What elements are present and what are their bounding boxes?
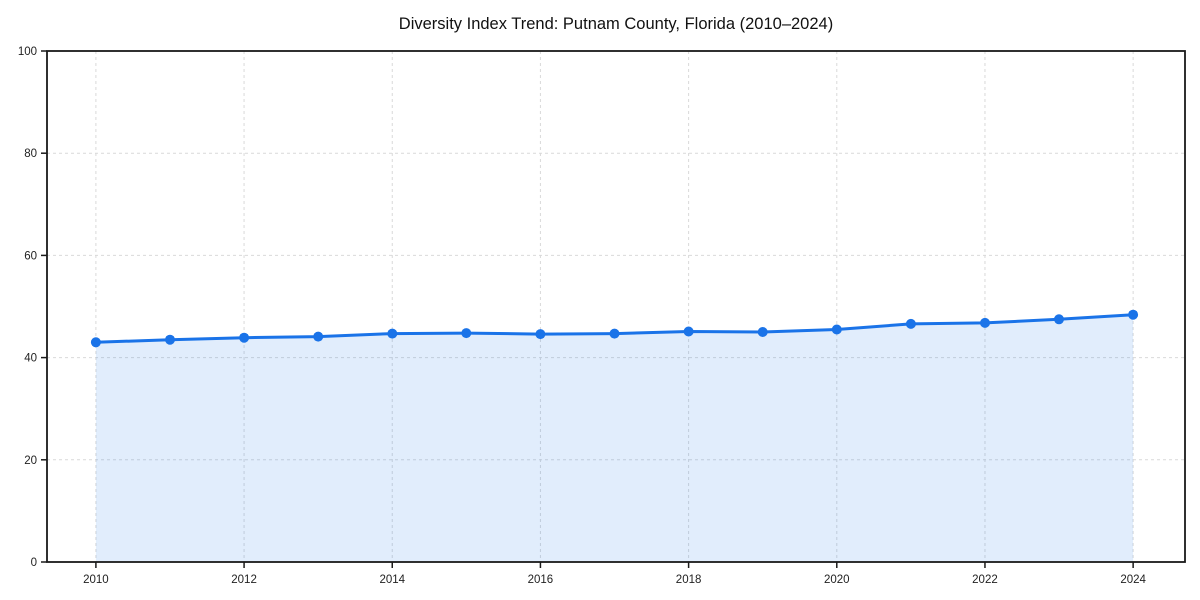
area-fill [95,314,1134,562]
data-point-2021 [905,318,916,329]
chart-title: Diversity Index Trend: Putnam County, Fl… [399,15,833,33]
y-tick-label: 100 [18,46,37,58]
chart-layers: 0 20 40 60 80 100 2010 2012 2014 2016 2018 2020 2022… [18,46,1186,586]
data-point-2014 [387,328,398,339]
data-point-2018 [683,326,694,337]
data-point-2022 [980,317,990,328]
data-point-2020 [831,324,842,335]
data-point-2019 [757,327,768,337]
data-point-2015 [461,328,472,339]
data-point-2023 [1054,314,1064,325]
x-tick-label: 2014 [379,574,405,586]
plot-border [46,50,1186,563]
x-tick-label: 2024 [1120,574,1146,586]
x-tick-label: 2018 [676,574,702,586]
y-tick-label: 40 [24,353,37,365]
data-point-2013 [313,331,324,342]
y-tick-label: 80 [24,148,37,160]
y-tick-label: 60 [24,250,37,262]
data-point-2016 [535,329,546,340]
x-tick-label: 2016 [528,574,554,586]
x-tick-label: 2022 [972,574,998,586]
x-tick-label: 2012 [231,574,257,586]
data-point-2011 [165,334,175,345]
data-point-2012 [239,332,250,343]
y-tick-label: 20 [24,455,37,467]
y-tick-label: 0 [31,557,37,569]
data-point-2017 [609,328,620,339]
x-tick-label: 2020 [824,574,850,586]
data-point-2010 [90,337,101,348]
data-point-2024 [1128,309,1139,320]
x-tick-label: 2010 [83,574,109,586]
